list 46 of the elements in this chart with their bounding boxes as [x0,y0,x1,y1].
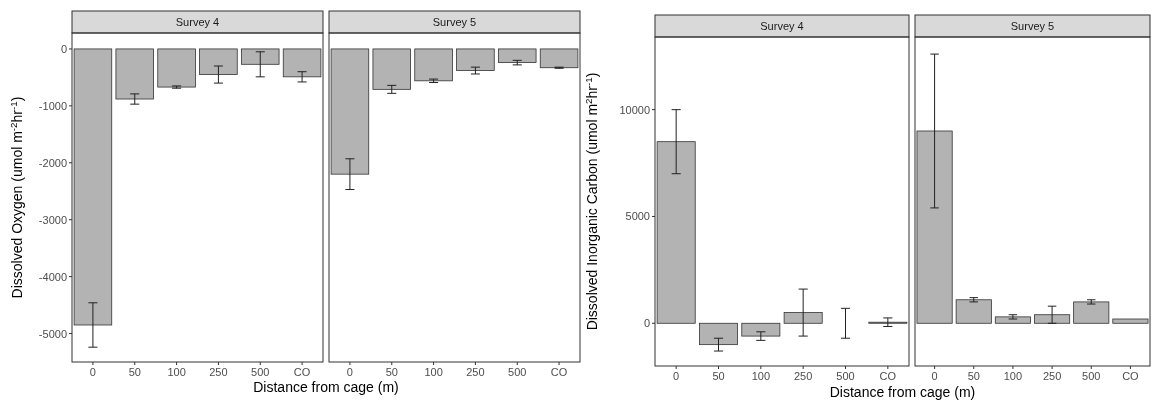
y-tick-label: 10000 [619,103,650,116]
bar [699,322,738,346]
x-tick-label: 500 [508,366,527,378]
y-tick-label: 5000 [625,210,650,223]
y-tick-label: -1000 [38,99,67,112]
x-tick-label: 100 [167,366,186,378]
x-axis-title: Distance from cage (m) [253,379,399,395]
chart-title: Survey 4 [175,16,220,28]
x-axis-title: Distance from cage (m) [829,384,976,400]
x-tick-label: 100 [1003,370,1023,382]
x-tick-label: CO [1122,370,1140,382]
x-tick-label: CO [293,366,311,378]
bar [955,299,992,324]
x-tick-label: 250 [793,370,813,382]
x-tick-label: 500 [251,366,270,378]
x-tick-label: 0 [89,366,96,378]
x-tick-label: CO [550,366,568,378]
x-tick-label: 50 [967,370,980,382]
x-tick-label: 50 [712,370,725,382]
bar [1073,301,1110,324]
x-tick-label: 500 [1082,370,1101,382]
y-tick-label: -4000 [38,270,67,283]
x-tick-label: 0 [673,370,680,382]
x-tick-label: 50 [128,366,141,378]
x-tick-label: 500 [836,370,855,382]
y-tick-label: -5000 [38,327,67,340]
x-tick-label: 250 [209,366,228,378]
bar [1034,314,1071,324]
x-tick-label: 250 [1042,370,1062,382]
x-tick-label: CO [879,370,897,382]
x-tick-label: 100 [424,366,443,378]
x-tick-label: 250 [466,366,485,378]
chart-title: Survey 4 [760,20,804,32]
bar [741,322,781,337]
y-tick-label: 0 [60,42,67,55]
y-tick-label: 0 [643,317,650,330]
bar [783,312,823,324]
x-tick-label: 100 [751,370,771,382]
x-tick-label: 50 [385,366,398,378]
bar [994,316,1031,324]
chart-title: Survey 5 [432,16,477,28]
x-tick-label: 0 [931,370,938,382]
y-tick-label: -2000 [38,156,67,169]
x-tick-label: 0 [346,366,353,378]
chart-title: Survey 5 [1010,20,1055,32]
y-tick-label: -3000 [38,213,67,226]
